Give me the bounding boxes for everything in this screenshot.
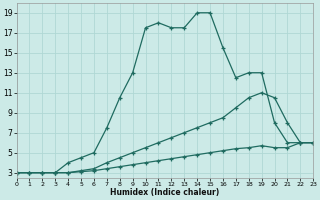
X-axis label: Humidex (Indice chaleur): Humidex (Indice chaleur) xyxy=(110,188,220,197)
